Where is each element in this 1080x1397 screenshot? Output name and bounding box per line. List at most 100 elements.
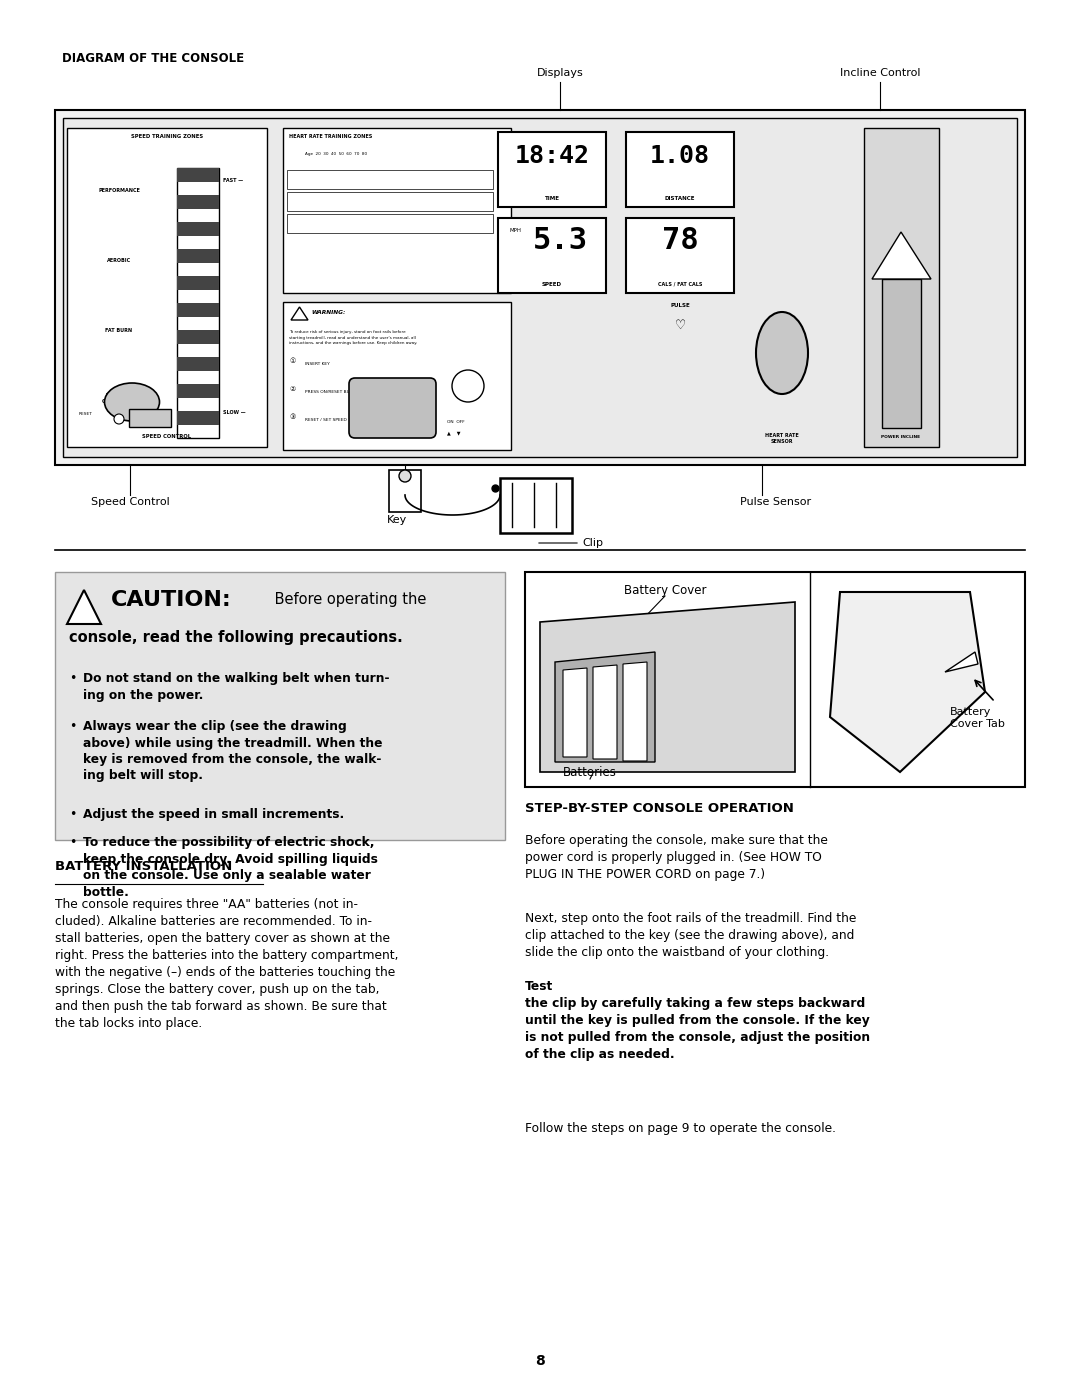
Text: ▲    ▼: ▲ ▼ bbox=[447, 430, 460, 434]
Polygon shape bbox=[872, 232, 931, 279]
Text: SLOW —: SLOW — bbox=[222, 409, 245, 415]
Bar bbox=[177, 303, 219, 317]
Polygon shape bbox=[540, 602, 795, 773]
Text: STEP-BY-STEP CONSOLE OPERATION: STEP-BY-STEP CONSOLE OPERATION bbox=[525, 802, 794, 814]
Text: DISTANCE: DISTANCE bbox=[665, 196, 696, 201]
Bar bbox=[283, 129, 511, 293]
Text: BATTERY INSTALLATION: BATTERY INSTALLATION bbox=[55, 861, 232, 873]
Bar bbox=[500, 478, 572, 534]
Text: Pulse Sensor: Pulse Sensor bbox=[740, 497, 811, 507]
Text: Age  20  30  40  50  60  70  80: Age 20 30 40 50 60 70 80 bbox=[305, 152, 367, 156]
Bar bbox=[177, 222, 219, 236]
Circle shape bbox=[453, 370, 484, 402]
Text: FAST —: FAST — bbox=[222, 177, 243, 183]
Text: HEART RATE
SENSOR: HEART RATE SENSOR bbox=[765, 433, 799, 444]
Text: 18:42: 18:42 bbox=[514, 144, 590, 168]
Ellipse shape bbox=[756, 312, 808, 394]
Text: WARM-UP
COOL-DOWN: WARM-UP COOL-DOWN bbox=[102, 393, 136, 404]
Text: PERFORMANCE: PERFORMANCE bbox=[98, 189, 140, 193]
Text: SPEED TRAINING ZONES: SPEED TRAINING ZONES bbox=[131, 134, 203, 138]
Bar bbox=[389, 469, 421, 511]
Text: FAT BURN: FAT BURN bbox=[106, 328, 133, 332]
Text: ①: ① bbox=[289, 358, 295, 365]
Ellipse shape bbox=[105, 383, 160, 420]
Text: CAUTION:: CAUTION: bbox=[111, 590, 232, 610]
Text: !: ! bbox=[298, 313, 300, 319]
Text: Max Burn  145 138 130 125 118 110 103  ♡: Max Burn 145 138 130 125 118 110 103 ♡ bbox=[291, 198, 380, 203]
Bar bbox=[864, 129, 939, 447]
Text: •: • bbox=[69, 672, 77, 685]
Text: •: • bbox=[69, 807, 77, 821]
Polygon shape bbox=[623, 662, 647, 761]
Bar bbox=[177, 196, 219, 208]
Text: PRESS ON/RESET BUTTON: PRESS ON/RESET BUTTON bbox=[305, 390, 362, 394]
Text: Battery
Cover Tab: Battery Cover Tab bbox=[950, 707, 1004, 729]
Polygon shape bbox=[563, 668, 588, 757]
Text: TIME: TIME bbox=[544, 196, 559, 201]
Text: Clip: Clip bbox=[582, 538, 603, 548]
Polygon shape bbox=[945, 652, 978, 672]
Bar bbox=[177, 168, 219, 182]
Bar bbox=[498, 131, 606, 207]
Polygon shape bbox=[555, 652, 654, 761]
Text: STOP: STOP bbox=[143, 415, 158, 420]
Text: ON: ON bbox=[463, 384, 473, 388]
FancyBboxPatch shape bbox=[349, 379, 436, 439]
Bar bbox=[287, 170, 492, 189]
Text: Battery Cover: Battery Cover bbox=[624, 584, 706, 597]
Text: ②: ② bbox=[289, 386, 295, 393]
Text: •: • bbox=[69, 835, 77, 849]
Text: Test
the clip by carefully taking a few steps backward
until the key is pulled f: Test the clip by carefully taking a few … bbox=[525, 981, 870, 1060]
Text: SPEED: SPEED bbox=[542, 282, 562, 286]
Text: console, read the following precautions.: console, read the following precautions. bbox=[69, 630, 403, 645]
Text: Batteries: Batteries bbox=[563, 766, 617, 780]
Polygon shape bbox=[291, 307, 308, 320]
Text: WARNING:: WARNING: bbox=[311, 310, 346, 314]
Bar bbox=[129, 409, 171, 427]
FancyBboxPatch shape bbox=[55, 571, 505, 840]
Text: RESET / SET SPEED: RESET / SET SPEED bbox=[305, 418, 347, 422]
Bar bbox=[626, 131, 734, 207]
Text: Do not stand on the walking belt when turn-
ing on the power.: Do not stand on the walking belt when tu… bbox=[83, 672, 390, 701]
Text: To reduce the possibility of electric shock,
keep the console dry. Avoid spillin: To reduce the possibility of electric sh… bbox=[83, 835, 378, 898]
Text: SPEED CONTROL: SPEED CONTROL bbox=[143, 434, 191, 439]
Circle shape bbox=[399, 469, 411, 482]
Text: •: • bbox=[69, 719, 77, 733]
Text: Aerobic  165 155 145 140 130 125 115  ♡: Aerobic 165 155 145 140 130 125 115 ♡ bbox=[291, 177, 376, 182]
Text: HEART RATE TRAINING ZONES: HEART RATE TRAINING ZONES bbox=[289, 134, 373, 138]
Bar bbox=[525, 571, 1025, 787]
Text: ♡: ♡ bbox=[674, 319, 686, 332]
Bar bbox=[177, 330, 219, 344]
Bar bbox=[882, 279, 921, 427]
Text: Key: Key bbox=[387, 515, 407, 525]
Text: Incline Control: Incline Control bbox=[840, 68, 920, 78]
Text: RESET: RESET bbox=[79, 412, 93, 416]
Text: Follow the steps on page 9 to operate the console.: Follow the steps on page 9 to operate th… bbox=[525, 1122, 836, 1134]
Text: CALS / FAT CALS: CALS / FAT CALS bbox=[658, 282, 702, 286]
Text: 8: 8 bbox=[535, 1354, 545, 1368]
Text: AEROBIC: AEROBIC bbox=[107, 258, 131, 263]
Text: Displays: Displays bbox=[537, 68, 583, 78]
Text: Next, step onto the foot rails of the treadmill. Find the
clip attached to the k: Next, step onto the foot rails of the tr… bbox=[525, 912, 856, 958]
Bar bbox=[177, 168, 219, 439]
Bar bbox=[177, 411, 219, 425]
Text: 5.3: 5.3 bbox=[532, 226, 588, 256]
Bar bbox=[283, 302, 511, 450]
Text: 78: 78 bbox=[662, 226, 699, 256]
Text: Before operating the: Before operating the bbox=[270, 592, 427, 608]
Text: ON  OFF: ON OFF bbox=[447, 420, 464, 425]
Bar bbox=[177, 384, 219, 398]
Text: Fat Burn  125 120 115 110 105  95  90  ♡: Fat Burn 125 120 115 110 105 95 90 ♡ bbox=[291, 221, 375, 225]
Bar bbox=[177, 249, 219, 263]
Text: DIAGRAM OF THE CONSOLE: DIAGRAM OF THE CONSOLE bbox=[62, 52, 244, 66]
Text: 1.08: 1.08 bbox=[650, 144, 710, 168]
Text: The console requires ⁠three "AA" batteries⁠ (not in-
cluded). Alkaline batteries: The console requires ⁠three "AA" batteri… bbox=[55, 898, 399, 1030]
Text: PULSE: PULSE bbox=[670, 303, 690, 307]
Bar bbox=[177, 358, 219, 370]
Text: INSERT KEY: INSERT KEY bbox=[305, 362, 329, 366]
Circle shape bbox=[114, 414, 124, 425]
Bar bbox=[55, 110, 1025, 465]
Text: To reduce risk of serious injury, stand on foot rails before
starting treadmill,: To reduce risk of serious injury, stand … bbox=[289, 330, 417, 345]
Bar bbox=[498, 218, 606, 293]
Bar bbox=[287, 214, 492, 233]
